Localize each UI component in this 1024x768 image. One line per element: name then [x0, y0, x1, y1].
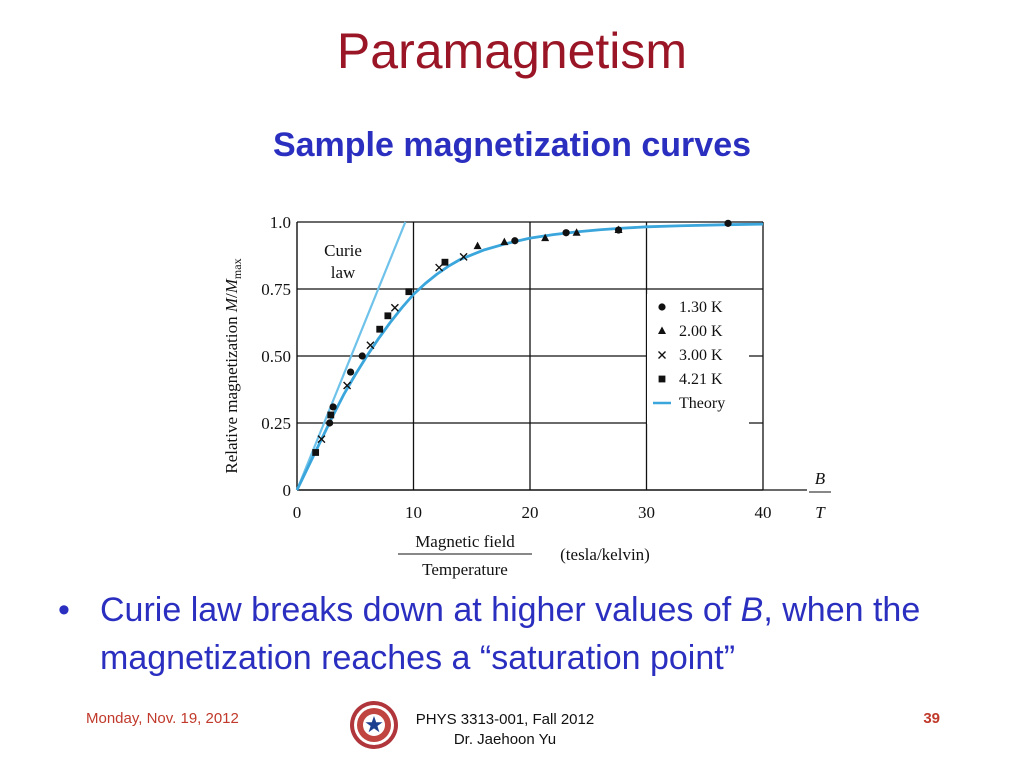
bullet-text-suffix: , when the magnetization reaches a “satu… [100, 591, 921, 677]
y-tick-label: 0.25 [261, 414, 291, 433]
data-point-2-00-k [614, 225, 623, 234]
bullet-dot: • [58, 591, 70, 629]
legend-label-4-21-k: 4.21 K [679, 371, 723, 388]
bullet-text: Curie law breaks down at higher values o… [100, 586, 978, 682]
x-tick-label: 30 [638, 503, 655, 522]
axis-end-denominator: T [815, 503, 826, 522]
data-point-3-00-k [390, 303, 399, 312]
y-axis-label-sub: max [230, 258, 244, 279]
university-seal-icon [350, 701, 398, 749]
data-point-2-00-k [500, 237, 509, 246]
data-point-3-00-k [343, 381, 352, 390]
footer-instructor: Dr. Jaehoon Yu [453, 731, 557, 748]
slide-subtitle: Sample magnetization curves [272, 126, 752, 164]
slide-title: Paramagnetism [336, 23, 688, 79]
data-point-1-30-k [326, 419, 334, 427]
legend-marker-3-00-k [658, 351, 666, 359]
x-tick-label: 10 [405, 503, 422, 522]
data-point-1-30-k [329, 403, 337, 411]
page-number: 39 [923, 710, 940, 727]
x-tick-label: 0 [293, 503, 302, 522]
bullet-text-b: B [740, 591, 764, 629]
x-tick-label: 20 [522, 503, 539, 522]
y-axis-label-text: Relative magnetization [222, 312, 241, 473]
y-axis-label-m: M [222, 297, 241, 313]
bullet-text-prefix: Curie law breaks down at higher values o… [100, 591, 741, 629]
data-point-2-00-k [572, 228, 581, 236]
data-point-4-21-k [384, 312, 392, 320]
curie-label-line2: law [331, 263, 356, 282]
bullet-point: • Curie law breaks down at higher values… [58, 586, 978, 682]
data-point-4-21-k [441, 258, 449, 266]
y-tick-label: 1.0 [270, 213, 291, 232]
x-axis-label-denominator: Temperature [422, 560, 508, 579]
x-axis-label-numerator: Magnetic field [415, 532, 515, 551]
footer-course: PHYS 3313-001, Fall 2012 Dr. Jaehoon Yu [405, 710, 605, 750]
data-point-3-00-k [459, 252, 468, 261]
data-point-3-00-k [435, 263, 444, 272]
legend-label-theory: Theory [679, 395, 725, 412]
data-point-1-30-k [346, 368, 355, 376]
y-axis-label: Relative magnetization M/Mmax [222, 258, 244, 473]
y-axis-label-mmax: M [222, 278, 241, 294]
magnetization-chart: 0 10 20 30 40 0 0.25 0.50 0.75 1.0 BT Magnetic fiel… [222, 213, 831, 579]
footer-course-name: PHYS 3313-001, Fall 2012 [415, 711, 595, 728]
x-tick-label: 40 [755, 503, 772, 522]
y-axis-label-slash: / [222, 293, 241, 298]
data-point-4-21-k [312, 449, 320, 456]
data-point-1-30-k [358, 352, 366, 360]
legend-label-3-00-k: 3.00 K [679, 347, 723, 364]
data-point-1-30-k [562, 229, 570, 237]
footer-date: Monday, Nov. 19, 2012 [86, 710, 239, 727]
legend-label-1-30-k: 1.30 K [679, 299, 723, 316]
curie-label-line1: Curie [324, 241, 362, 260]
axis-end-numerator: B [815, 469, 826, 488]
data-point-1-30-k [724, 219, 732, 227]
data-point-4-21-k [405, 288, 413, 296]
legend-label-2-00-k: 2.00 K [679, 323, 723, 340]
curie-law-line [295, 221, 407, 491]
legend-marker-2-00-k [658, 326, 666, 334]
y-tick-label: 0 [283, 481, 292, 500]
legend-marker-4-21-k [658, 375, 666, 383]
y-tick-label: 0.75 [261, 280, 291, 299]
legend-marker-1-30-k [658, 303, 666, 311]
data-point-2-00-k [541, 233, 550, 242]
data-point-4-21-k [376, 325, 384, 333]
data-point-2-00-k [473, 241, 482, 250]
data-point-4-21-k [327, 411, 335, 419]
y-tick-label: 0.50 [261, 347, 291, 366]
data-point-3-00-k [317, 435, 326, 444]
data-point-3-00-k [366, 341, 375, 350]
x-axis-label-units: (tesla/kelvin) [560, 545, 650, 564]
data-point-1-30-k [511, 237, 519, 245]
